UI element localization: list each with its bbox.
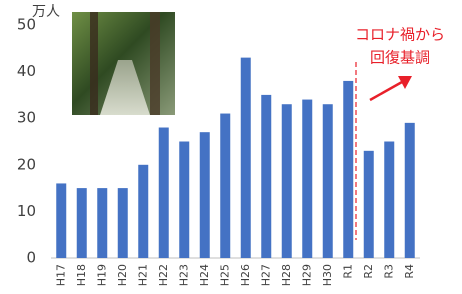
y-tick-label: 50 <box>17 16 36 34</box>
photo <box>72 12 175 115</box>
x-tick-label: R3 <box>382 264 395 279</box>
bar <box>364 151 374 258</box>
bar <box>405 123 415 258</box>
y-tick-label: 30 <box>17 109 36 127</box>
bar <box>282 104 292 258</box>
x-tick-label: R4 <box>403 264 416 279</box>
x-tick-label: H17 <box>54 264 67 286</box>
y-tick-label: 0 <box>26 249 36 267</box>
bar <box>343 81 353 258</box>
y-tick-label: 20 <box>17 155 36 173</box>
x-tick-label: H22 <box>157 264 170 286</box>
bar <box>323 104 333 258</box>
bar <box>384 142 394 259</box>
y-tick-label: 10 <box>17 202 36 220</box>
bar <box>241 58 251 258</box>
x-tick-label: H24 <box>198 264 211 286</box>
bar <box>56 183 66 258</box>
x-tick-label: H20 <box>116 264 129 286</box>
x-tick-label: H23 <box>177 264 190 286</box>
bar <box>220 114 230 258</box>
bar <box>77 188 87 258</box>
annotation: 回復基調 <box>370 49 430 67</box>
unit-label: 万人 <box>32 4 60 20</box>
bar <box>159 128 169 258</box>
y-tick-label: 40 <box>17 62 36 80</box>
bar <box>302 100 312 258</box>
x-tick-label: H25 <box>218 264 231 286</box>
x-tick-label: R2 <box>362 264 375 279</box>
page: 万人 0 10 20 30 40 50 H17 H18 H19 H20 H21 H22 H23 H24 H2… <box>0 0 462 294</box>
bar <box>179 142 189 259</box>
x-tick-label: R1 <box>341 264 354 279</box>
x-tick-label: H27 <box>259 264 272 286</box>
bar <box>200 132 210 258</box>
x-tick-label: H19 <box>95 264 108 286</box>
chart: 万人 0 10 20 30 40 50 H17 H18 H19 H20 H21 H22 H23 H24 H2… <box>0 0 462 294</box>
arrow <box>370 76 412 100</box>
x-tick-label: H21 <box>136 264 149 286</box>
bar <box>261 95 271 258</box>
bar <box>118 188 128 258</box>
bar <box>97 188 107 258</box>
bar <box>138 165 148 258</box>
x-tick-label: H18 <box>75 264 88 286</box>
x-tick-label: H28 <box>280 264 293 286</box>
annotation: コロナ禍から <box>355 26 445 44</box>
x-tick-label: H29 <box>300 264 313 286</box>
x-tick-label: H30 <box>321 264 334 286</box>
x-tick-label: H26 <box>239 264 252 286</box>
